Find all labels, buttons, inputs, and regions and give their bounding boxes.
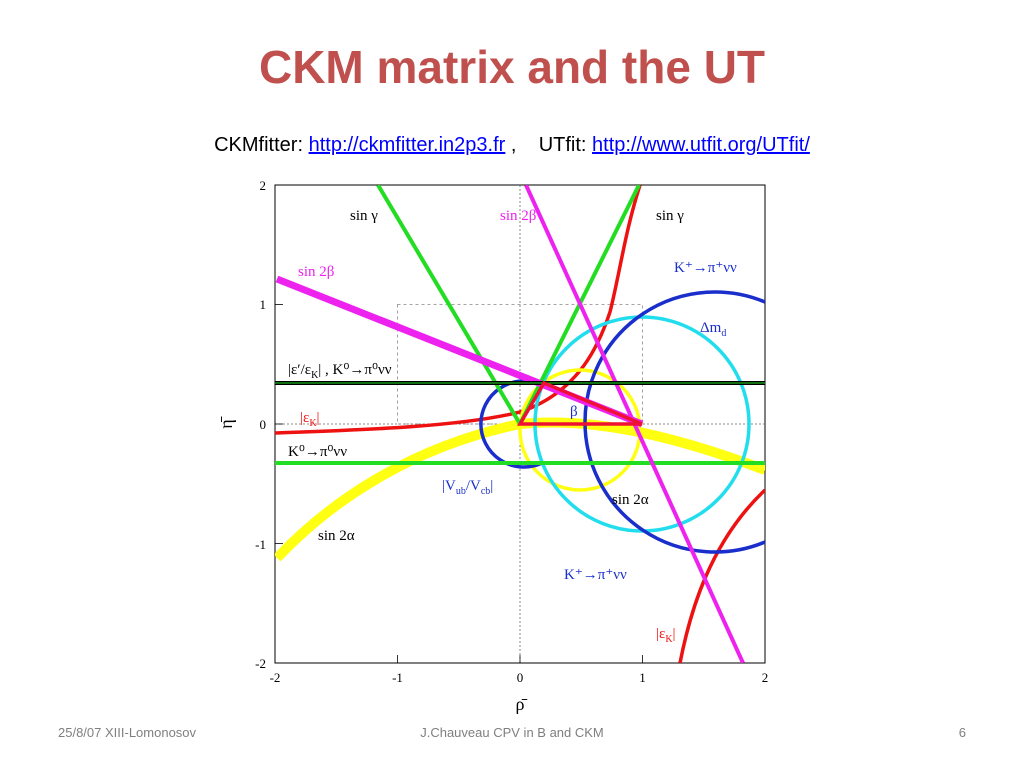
- tick-marks: [275, 304, 643, 663]
- epsprime-label: |ε′/εK| , K⁰→π⁰νν: [288, 362, 392, 381]
- x-tick-label: 0: [517, 670, 524, 685]
- links-separator: ,: [510, 134, 517, 156]
- kpinunu-label-bottom: K⁺→π⁺νν: [564, 567, 627, 583]
- sin2alpha-circle: [518, 368, 642, 492]
- footer-page-number: 6: [958, 725, 966, 740]
- footer-author-title: J.Chauveau CPV in B and CKM: [420, 725, 604, 740]
- singamma-label-right: sin γ: [656, 208, 684, 224]
- kpinunu-circle: [583, 290, 765, 554]
- x-tick-label: -1: [392, 670, 403, 685]
- singamma-label-left: sin γ: [350, 208, 378, 224]
- unitarity-triangle-plot: -2 -1 0 1 2 2 1 0 -1 -2 ρ̄ η̄ sin γ sin …: [216, 178, 769, 714]
- y-tick-label: 2: [260, 178, 267, 193]
- kpinunu-label-top: K⁺→π⁺νν: [674, 260, 737, 276]
- epsk-label-left: |εK|: [300, 410, 320, 429]
- sin2beta-label-left: sin 2β: [298, 264, 334, 280]
- sin2alpha-label-left: sin 2α: [318, 528, 355, 544]
- y-axis-title: η̄: [216, 416, 236, 428]
- sin2alpha-label-right: sin 2α: [612, 492, 649, 508]
- x-tick-label: 1: [639, 670, 646, 685]
- deltamd-label: Δmd: [700, 320, 726, 339]
- slide-title: CKM matrix and the UT: [258, 41, 766, 93]
- epsk-label-bottom: |εK|: [656, 626, 676, 645]
- x-tick-label: -2: [270, 670, 281, 685]
- x-tick-label: 2: [762, 670, 769, 685]
- ckmfitter-link[interactable]: http://ckmfitter.in2p3.fr: [308, 134, 506, 156]
- y-tick-label: 1: [260, 297, 267, 312]
- beta-angle-label: β: [570, 404, 578, 420]
- y-tick-label: 0: [260, 417, 267, 432]
- footer-date-event: 25/8/07 XIII-Lomonosov: [58, 725, 197, 740]
- unitarity-triangle: [516, 380, 643, 426]
- y-tick-label: -1: [255, 537, 266, 552]
- y-tick-label: -2: [255, 656, 266, 671]
- k0pinunu-label: K⁰→π⁰νν: [288, 444, 347, 460]
- utfit-link[interactable]: http://www.utfit.org/UTfit/: [592, 134, 810, 156]
- sin2beta-label-top: sin 2β: [500, 208, 536, 224]
- vubvcb-label: |Vub/Vcb|: [442, 478, 493, 497]
- links-line: CKMfitter: http://ckmfitter.in2p3.fr , U…: [0, 134, 1024, 157]
- ckmfitter-label: CKMfitter:: [214, 134, 304, 156]
- utfit-label: UTfit:: [538, 134, 587, 156]
- x-axis-title: ρ̄: [516, 694, 528, 714]
